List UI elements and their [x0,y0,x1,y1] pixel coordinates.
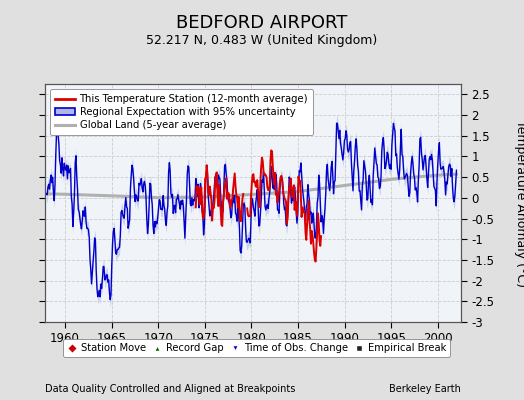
Legend: This Temperature Station (12-month average), Regional Expectation with 95% uncer: This Temperature Station (12-month avera… [50,89,313,135]
Text: Data Quality Controlled and Aligned at Breakpoints: Data Quality Controlled and Aligned at B… [45,384,295,394]
Text: BEDFORD AIRPORT: BEDFORD AIRPORT [176,14,348,32]
Y-axis label: Temperature Anomaly (°C): Temperature Anomaly (°C) [514,120,524,286]
Text: Berkeley Earth: Berkeley Earth [389,384,461,394]
Legend: Station Move, Record Gap, Time of Obs. Change, Empirical Break: Station Move, Record Gap, Time of Obs. C… [63,339,451,357]
Text: 52.217 N, 0.483 W (United Kingdom): 52.217 N, 0.483 W (United Kingdom) [146,34,378,47]
